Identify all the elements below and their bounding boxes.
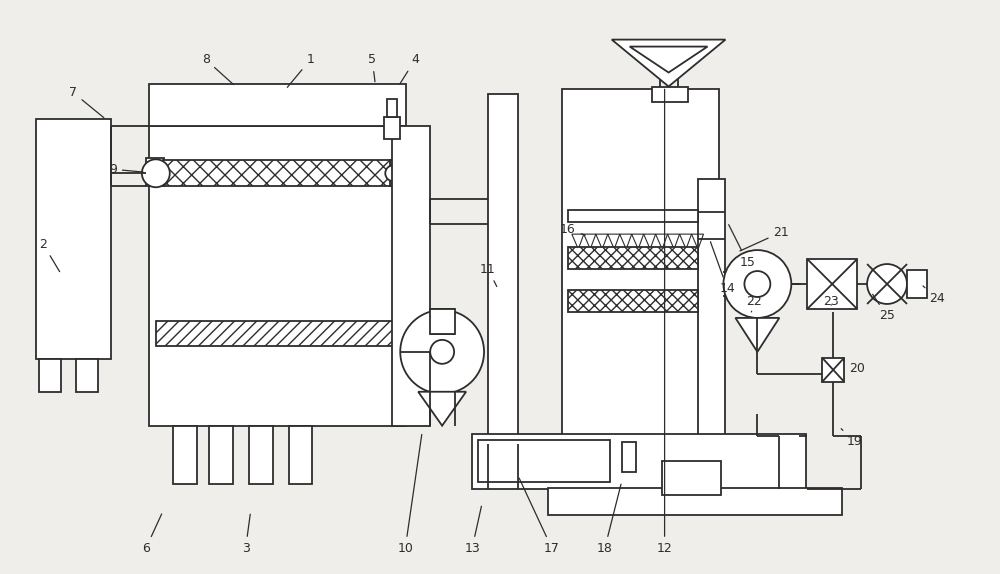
Bar <box>430 309 455 334</box>
Text: 6: 6 <box>142 514 162 555</box>
Bar <box>548 487 842 515</box>
Text: 10: 10 <box>397 435 422 555</box>
Bar <box>149 126 406 426</box>
Bar <box>36 119 111 359</box>
Bar <box>387 99 397 118</box>
Text: 24: 24 <box>923 286 945 305</box>
Text: 13: 13 <box>464 506 481 555</box>
Bar <box>568 290 698 312</box>
Bar <box>392 126 430 426</box>
Text: 23: 23 <box>823 296 839 308</box>
Text: 9: 9 <box>109 163 143 176</box>
Bar <box>622 441 636 472</box>
Bar <box>568 247 698 269</box>
Text: 2: 2 <box>39 238 60 272</box>
Circle shape <box>744 271 770 297</box>
Circle shape <box>430 340 454 364</box>
Text: 16: 16 <box>560 223 585 236</box>
Text: 14: 14 <box>710 242 735 296</box>
Bar <box>173 426 197 483</box>
Text: 21: 21 <box>740 226 789 251</box>
Bar <box>146 158 164 186</box>
Circle shape <box>867 264 907 304</box>
Text: 1: 1 <box>287 53 314 87</box>
Text: 12: 12 <box>657 90 672 555</box>
Text: 20: 20 <box>844 360 865 375</box>
Text: 5: 5 <box>368 53 376 82</box>
Text: 18: 18 <box>597 484 621 555</box>
Text: 3: 3 <box>242 514 250 555</box>
Text: 11: 11 <box>480 262 497 286</box>
Bar <box>807 259 857 309</box>
Text: 22: 22 <box>747 296 762 312</box>
Bar <box>249 426 273 483</box>
Bar <box>478 440 610 482</box>
Text: 25: 25 <box>873 294 895 323</box>
Circle shape <box>142 160 170 187</box>
Circle shape <box>723 250 791 318</box>
Bar <box>163 160 392 186</box>
Polygon shape <box>418 391 466 426</box>
Bar <box>289 426 312 483</box>
Polygon shape <box>735 318 779 352</box>
Polygon shape <box>612 40 725 87</box>
Bar <box>209 426 233 483</box>
Text: 4: 4 <box>400 53 419 84</box>
Circle shape <box>400 310 484 394</box>
Text: 8: 8 <box>202 53 234 84</box>
Bar <box>568 210 698 222</box>
Bar <box>76 359 98 391</box>
Bar <box>39 359 61 391</box>
Bar <box>488 95 518 444</box>
Bar <box>907 270 927 298</box>
Bar <box>149 84 406 126</box>
Bar <box>652 87 688 102</box>
Circle shape <box>385 165 401 181</box>
Text: 15: 15 <box>729 224 755 269</box>
Bar <box>390 160 400 186</box>
Bar <box>822 358 844 382</box>
Bar <box>472 433 806 488</box>
Bar <box>562 90 719 444</box>
Bar <box>662 460 721 495</box>
Bar <box>384 118 400 139</box>
Bar <box>156 321 400 346</box>
Text: 17: 17 <box>519 478 560 555</box>
Bar <box>698 179 725 444</box>
Text: 19: 19 <box>841 429 862 448</box>
Text: 7: 7 <box>69 86 104 118</box>
